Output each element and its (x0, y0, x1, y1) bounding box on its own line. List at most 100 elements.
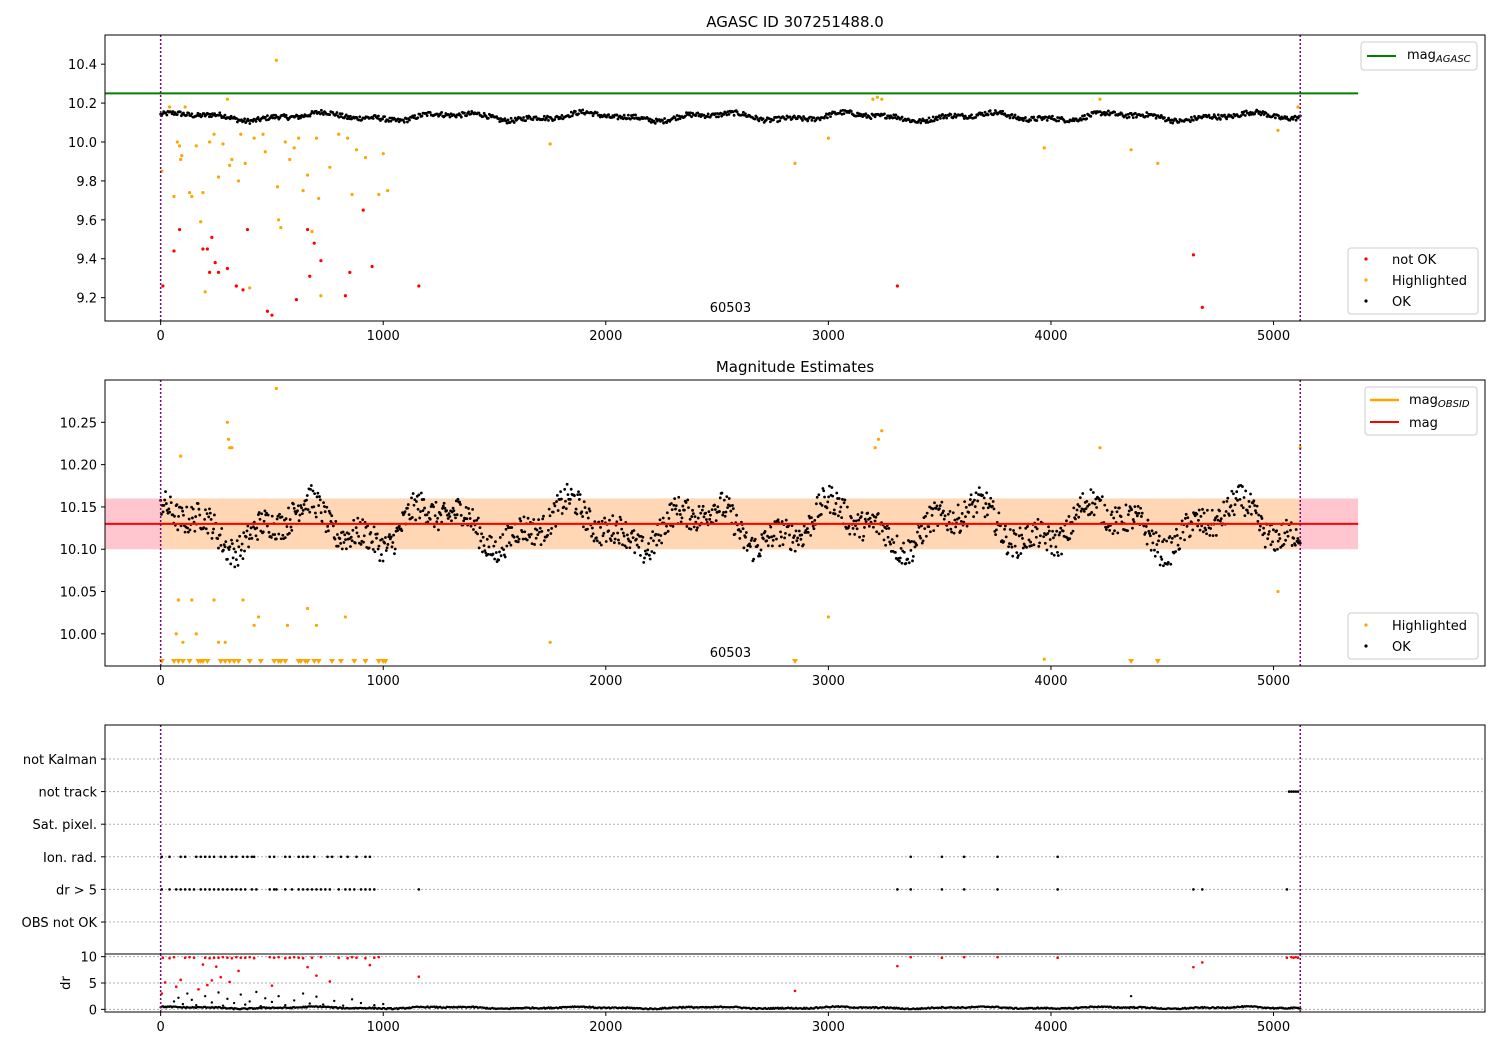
ok-point (877, 532, 881, 536)
highlighted-point (1042, 657, 1046, 661)
flag-category-label: not track (38, 786, 97, 801)
ok-point (669, 502, 673, 505)
y-tick-label: 10 (80, 951, 97, 966)
ok-point (362, 534, 366, 538)
ok-point (1146, 518, 1150, 522)
ok-point (1157, 534, 1161, 538)
middle-legend-upper: magOBSID mag (1364, 386, 1478, 436)
highlighted-point (381, 152, 385, 156)
ok-point (642, 560, 646, 564)
ok-point (292, 502, 295, 506)
ok-point (789, 548, 793, 552)
ok-point (625, 117, 629, 120)
ok-point (1139, 506, 1142, 510)
ok-point (537, 518, 541, 522)
highlighted-point (350, 192, 354, 197)
ok-point (553, 504, 557, 508)
obsid-label: 60503 (710, 646, 751, 661)
ok-point (842, 112, 846, 116)
ok-point (604, 540, 608, 543)
flag-point (355, 855, 358, 859)
dr-flagged-point (283, 956, 287, 960)
ok-point (196, 111, 200, 115)
dr-flagged-point (364, 956, 367, 960)
dr-flagged-point (1201, 961, 1204, 964)
legend-mag-agasc-label: magAGASC (1407, 48, 1471, 65)
y-tick-label: 10.05 (60, 586, 97, 601)
ok-point (696, 111, 700, 115)
ok-point (990, 504, 994, 508)
ok-point (892, 541, 896, 544)
ok-point (1273, 549, 1277, 552)
ok-point (453, 513, 457, 517)
ok-point (371, 540, 374, 544)
flag-point (1285, 888, 1289, 891)
ok-point (673, 497, 677, 501)
ok-point (177, 514, 180, 518)
ok-point (1271, 540, 1274, 544)
ok-point (689, 527, 693, 531)
y-tick-label: 10.15 (60, 501, 97, 516)
ok-point (1192, 118, 1195, 122)
ok-point (222, 543, 226, 547)
dr-flagged-point (252, 956, 256, 960)
ok-point (486, 552, 490, 556)
highlighted-point (241, 598, 245, 602)
highlighted-point (354, 148, 359, 152)
ok-point (329, 520, 333, 523)
ok-point (542, 114, 546, 118)
dr-flagged-point (355, 956, 358, 959)
ok-point (1216, 518, 1220, 522)
ok-point (1285, 518, 1288, 522)
ok-point (265, 524, 269, 528)
ok-point (1233, 503, 1237, 507)
ok-point (952, 531, 956, 535)
ok-point (318, 495, 321, 498)
ok-point (1081, 492, 1085, 495)
ok-point (275, 517, 279, 521)
ok-point (861, 115, 865, 118)
ok-point (1225, 499, 1229, 503)
ok-point (880, 529, 884, 533)
highlighted-point (279, 226, 283, 230)
dr-flagged-point (1285, 956, 1289, 959)
ok-point (251, 119, 255, 123)
ok-point (468, 517, 472, 520)
ok-point (354, 526, 358, 530)
ok-point (797, 529, 801, 533)
flag-point (241, 855, 245, 859)
ok-point (801, 119, 804, 122)
ok-point (231, 556, 235, 560)
ok-point (975, 511, 979, 514)
ok-point (1211, 534, 1215, 538)
ok-point (185, 113, 188, 117)
flag-point (288, 855, 292, 859)
ok-point (595, 111, 599, 115)
flag-point (208, 888, 211, 891)
ok-point (386, 543, 390, 546)
ok-point (982, 496, 986, 500)
ok-point (831, 494, 835, 498)
ok-point (1025, 525, 1029, 529)
ok-point (342, 541, 346, 544)
ok-point (1152, 532, 1156, 536)
ok-point (961, 114, 965, 118)
ok-point (455, 513, 459, 517)
ok-point (497, 117, 501, 121)
ok-point (988, 109, 992, 113)
ok-point (459, 503, 462, 506)
ok-point (580, 510, 584, 514)
ok-point (1162, 538, 1166, 541)
dr-flagged-point (203, 956, 207, 959)
ok-point (1245, 509, 1249, 512)
flag-point (290, 888, 294, 891)
ok-point (407, 513, 411, 517)
ok-point (887, 114, 890, 118)
ok-point (216, 537, 220, 540)
ok-point (814, 502, 818, 506)
ok-point (742, 110, 745, 114)
x-tick-label: 3000 (812, 329, 845, 344)
flag-point (1287, 790, 1291, 793)
ok-point (755, 115, 759, 119)
ok-point (667, 517, 671, 520)
